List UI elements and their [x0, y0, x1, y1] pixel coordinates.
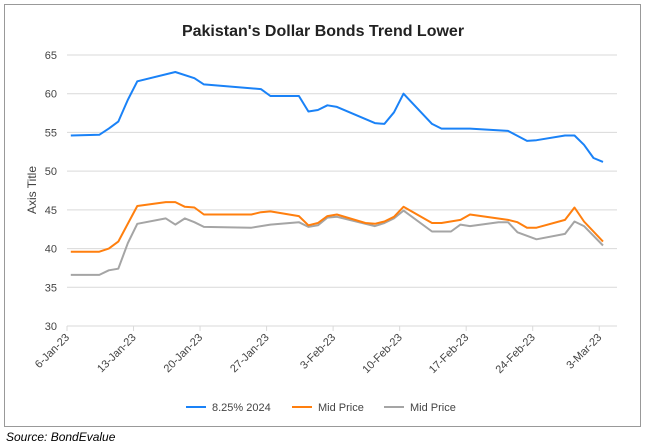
y-tick-label: 50	[45, 166, 57, 178]
y-tick-label: 60	[45, 89, 57, 101]
series-line-0	[70, 71, 604, 163]
y-axis-title: Axis Title	[25, 166, 39, 214]
series-line-1	[70, 201, 604, 253]
y-tick-label: 65	[45, 50, 57, 62]
chart-border	[4, 4, 641, 427]
y-tick-label: 40	[45, 244, 57, 256]
y-tick-label: 55	[45, 127, 57, 139]
y-tick-label: 30	[45, 321, 57, 333]
legend-label: 8.25% 2024	[212, 402, 271, 414]
y-tick-label: 45	[45, 205, 57, 217]
y-tick-label: 35	[45, 282, 57, 294]
legend-label: Mid Price	[318, 402, 364, 414]
legend-label: Mid Price	[410, 402, 456, 414]
series-line-2	[70, 209, 604, 276]
chart-title: Pakistan's Dollar Bonds Trend Lower	[182, 23, 464, 40]
source-note: Source: BondEvalue	[6, 430, 116, 444]
